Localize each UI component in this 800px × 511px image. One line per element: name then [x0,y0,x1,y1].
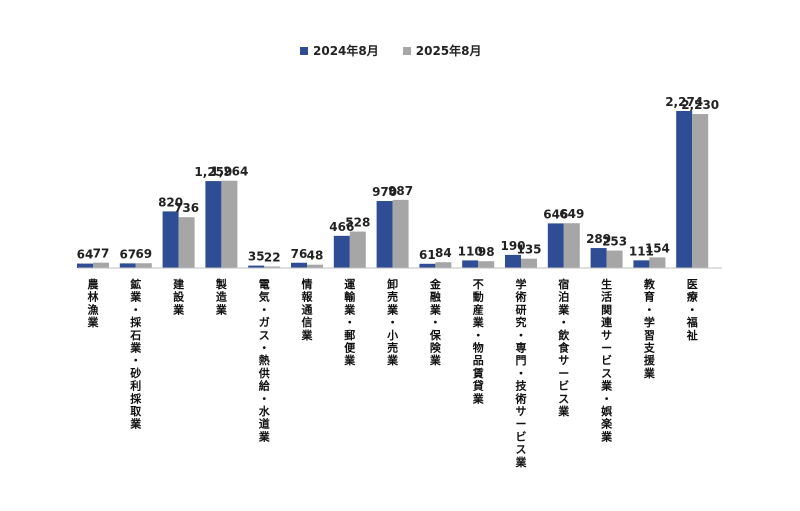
category-label-14: 医療・福祉 [686,278,699,342]
data-label-2024-0: 64 [77,248,94,262]
data-label-2024-12: 289 [586,232,611,246]
bar-2025-4 [264,266,281,268]
legend-swatch-2025 [402,46,411,55]
data-label-2024-9: 110 [458,244,483,258]
bar-2025-10 [521,258,537,268]
data-label-2024-11: 646 [543,207,568,221]
bar-2024-7 [376,201,393,268]
data-label-2024-3: 1,259 [194,165,232,179]
bar-2025-0 [93,262,109,268]
data-label-2025-4: 22 [264,250,281,264]
data-label-2025-0: 77 [93,247,110,261]
data-label-2024-2: 820 [158,195,183,209]
bar-2024-8 [419,263,436,268]
category-label-2: 建設業 [172,277,185,316]
data-label-2025-14: 2,230 [681,98,719,112]
data-label-2025-7: 987 [388,184,413,198]
bar-2024-5 [291,262,307,268]
data-label-2025-2: 736 [174,201,199,215]
bar-2024-14 [676,111,693,268]
bar-2024-10 [505,254,521,268]
category-label-11: 宿泊業・飲食サービス業 [557,277,570,418]
bar-2025-12 [606,250,623,268]
data-label-2024-7: 970 [372,185,397,199]
bar-2025-1 [135,263,152,268]
bar-2025-13 [649,257,666,268]
category-label-0: 農林漁業 [87,277,100,329]
data-label-2025-3: 1,264 [210,165,248,179]
data-label-2025-6: 528 [345,216,370,230]
legend-item-2024: 2024年8月 [300,42,379,59]
bar-2024-9 [462,260,479,268]
data-label-2025-1: 69 [135,247,152,261]
bar-2024-2 [162,211,179,268]
category-label-7: 卸売業・小売業 [386,277,399,367]
bar-2025-5 [307,264,323,268]
data-label-2024-1: 67 [119,247,136,261]
bar-2024-11 [547,223,564,268]
bar-2025-14 [692,114,709,269]
legend-label-2024: 2024年8月 [313,44,379,58]
category-label-4: 電気・ガス・熱供給・水道業 [258,278,271,443]
bar-2025-2 [178,217,195,268]
category-label-1: 鉱業・採石業・砂利採取業 [129,277,142,431]
category-label-13: 教育・学習支援業 [643,277,656,380]
bar-2025-6 [349,231,366,268]
category-label-3: 製造業 [215,277,228,316]
data-label-2025-13: 154 [645,241,670,255]
data-label-2024-10: 190 [500,239,525,253]
bar-2025-8 [435,262,452,268]
bar-2024-4 [248,265,265,268]
category-label-6: 運輸業・郵便業 [343,278,356,367]
category-label-12: 生活関連サービス業・娯楽業 [600,277,613,443]
legend-label-2025: 2025年8月 [415,44,482,58]
bar-2024-6 [333,235,350,268]
bar-2025-9 [478,261,495,268]
data-label-2024-14: 2,274 [665,95,703,109]
data-label-2024-13: 111 [629,244,654,258]
data-label-2025-10: 135 [516,243,541,257]
data-label-2025-8: 84 [435,246,452,260]
data-label-2024-4: 35 [248,250,265,264]
bar-2024-0 [77,263,93,268]
data-label-2025-5: 48 [307,249,324,263]
bar-2025-11 [563,223,580,268]
category-label-8: 金融業・保険業 [429,277,442,367]
data-label-2025-11: 649 [559,207,584,221]
bar-2024-3 [205,181,222,268]
bar-2025-3 [221,180,238,268]
bar-2024-12 [590,248,607,268]
category-label-10: 学術研究・専門・技術サービス業 [515,277,528,469]
bar-2024-1 [119,263,136,268]
bar-2024-13 [633,260,650,268]
category-label-5: 情報通信業 [301,277,314,342]
bar-2025-7 [392,199,409,268]
data-label-2024-6: 466 [329,220,354,234]
chart-legend: 2024年8月 2025年8月 [300,42,482,59]
category-label-9: 不動産業・物品賃貸業 [472,278,485,405]
data-label-2025-9: 98 [478,245,495,259]
data-label-2025-12: 253 [602,235,627,249]
legend-swatch-2024 [300,46,308,55]
legend-item-2025: 2025年8月 [402,42,482,59]
data-label-2024-5: 76 [291,247,308,261]
data-label-2024-8: 61 [419,248,436,262]
